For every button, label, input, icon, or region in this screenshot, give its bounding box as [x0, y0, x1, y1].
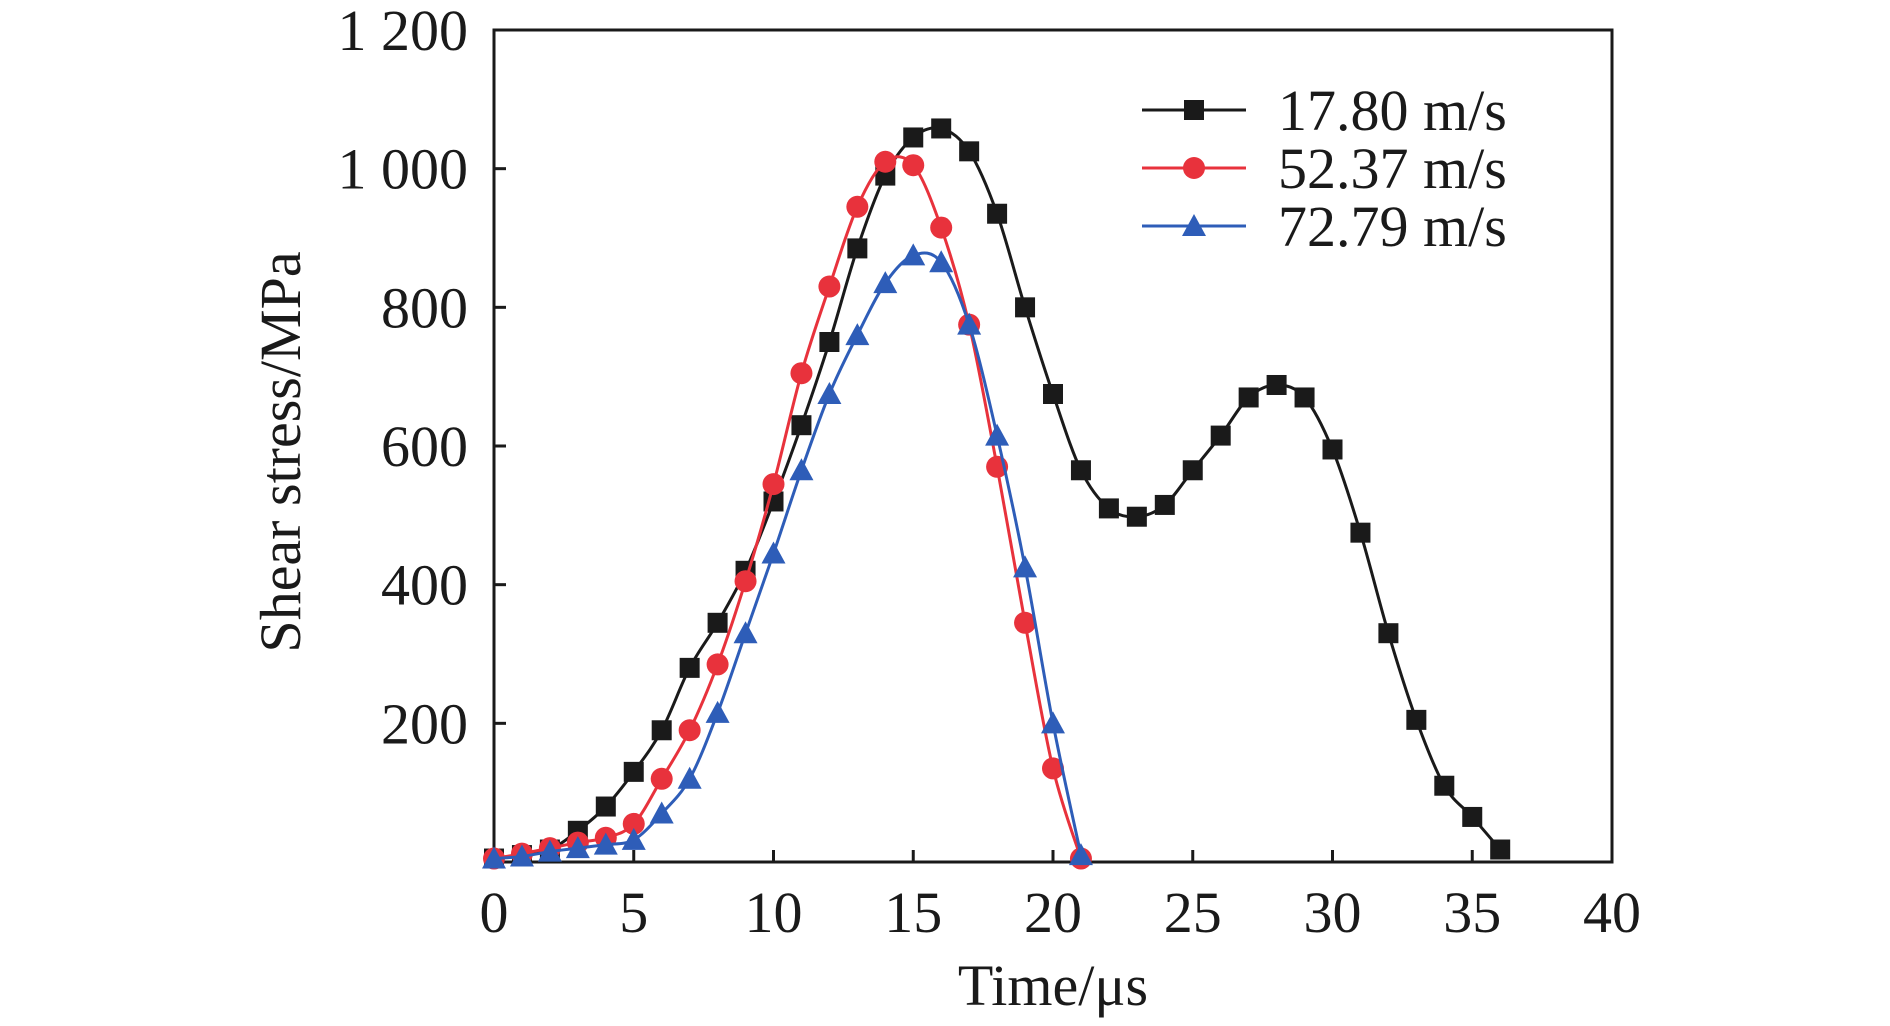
data-point: [1014, 611, 1037, 634]
data-point: [650, 767, 673, 790]
data-point: [1294, 387, 1315, 408]
data-point: [1098, 498, 1119, 519]
data-point: [791, 415, 812, 436]
data-point: [1041, 711, 1065, 734]
y-axis-title: Shear stress/MPa: [248, 251, 313, 652]
series-line: [493, 251, 1083, 861]
data-point: [930, 216, 953, 239]
data-point: [1015, 297, 1036, 318]
data-point: [987, 203, 1008, 224]
data-point: [931, 118, 952, 139]
x-tick-label: 40: [1583, 880, 1641, 945]
data-point: [985, 423, 1010, 446]
y-tick-label: 1 000: [338, 137, 469, 202]
data-point: [1378, 623, 1399, 644]
y-tick-label: 1 200: [338, 0, 469, 63]
data-point: [901, 243, 926, 266]
data-point: [537, 839, 562, 862]
data-point: [593, 832, 618, 855]
x-axis-title: Time/μs: [958, 953, 1148, 1018]
data-point: [1154, 494, 1175, 515]
series-layer: [482, 118, 1511, 870]
data-point: [819, 332, 840, 352]
data-point: [1406, 709, 1427, 730]
x-tick-label: 15: [884, 880, 942, 945]
data-point: [817, 382, 842, 404]
data-point: [790, 362, 813, 385]
x-tick-label: 25: [1164, 880, 1222, 945]
data-point: [762, 473, 785, 496]
data-point: [1238, 387, 1259, 408]
data-point: [677, 766, 702, 789]
data-point: [1490, 839, 1511, 860]
y-tick-label: 400: [381, 553, 468, 618]
data-point: [482, 846, 506, 869]
data-point: [623, 761, 644, 782]
data-point: [706, 653, 729, 676]
x-tick-label: 35: [1443, 880, 1501, 945]
legend-label: 17.80 m/s: [1278, 78, 1507, 143]
series-3: [482, 243, 1093, 869]
data-point: [818, 275, 841, 298]
data-point: [1266, 374, 1287, 395]
data-point: [679, 657, 700, 678]
data-point: [761, 541, 786, 564]
legend-item: 72.79 m/s: [1142, 194, 1507, 259]
axes: 0 5 10 15 20 25 30 35 40 200 400 600 800 1 000 1 200: [338, 0, 1642, 945]
data-point: [789, 458, 814, 481]
data-point: [1210, 425, 1231, 446]
x-tick-label: 10: [745, 880, 803, 945]
data-point: [1043, 384, 1063, 404]
legend-label: 72.79 m/s: [1278, 194, 1507, 259]
data-point: [595, 796, 616, 817]
data-point: [649, 801, 674, 824]
legend-marker: [1183, 157, 1205, 179]
data-point: [651, 720, 672, 741]
y-tick-label: 800: [381, 275, 468, 340]
legend-marker: [1184, 100, 1204, 120]
data-point: [1322, 439, 1343, 460]
data-point: [874, 150, 897, 173]
legend: 17.80 m/s52.37 m/s72.79 m/s: [1142, 78, 1507, 259]
data-point: [707, 612, 728, 633]
y-tick-label: 200: [381, 691, 468, 756]
data-point: [1434, 775, 1455, 796]
legend-item: 17.80 m/s: [1142, 78, 1507, 143]
data-point: [1070, 460, 1091, 481]
data-point: [622, 812, 645, 835]
data-point: [509, 844, 534, 867]
data-point: [733, 621, 758, 644]
data-point: [902, 154, 925, 177]
data-point: [678, 719, 701, 742]
data-point: [1462, 806, 1483, 827]
data-point: [1126, 506, 1147, 527]
data-point: [957, 312, 982, 335]
x-tick-label: 20: [1024, 880, 1082, 945]
legend-item: 52.37 m/s: [1142, 136, 1507, 201]
data-point: [1182, 460, 1203, 481]
x-tick-label: 0: [480, 880, 509, 945]
data-point: [1013, 555, 1038, 578]
legend-label: 52.37 m/s: [1278, 136, 1507, 201]
data-point: [705, 700, 730, 723]
series-1: [484, 118, 1511, 869]
data-point: [1042, 757, 1064, 780]
data-point: [846, 195, 869, 218]
data-point: [1068, 843, 1093, 866]
data-point: [565, 836, 590, 859]
legend-marker: [1182, 214, 1206, 236]
data-point: [621, 827, 646, 850]
data-point: [845, 323, 870, 346]
x-tick-label: 5: [619, 880, 648, 945]
x-tick-label: 30: [1304, 880, 1362, 945]
data-point: [873, 271, 898, 294]
data-point: [929, 250, 954, 273]
data-point: [1350, 522, 1371, 543]
data-point: [847, 238, 868, 259]
data-point: [903, 127, 924, 148]
data-point: [959, 141, 980, 162]
data-point: [734, 570, 757, 593]
y-tick-label: 600: [381, 414, 468, 479]
